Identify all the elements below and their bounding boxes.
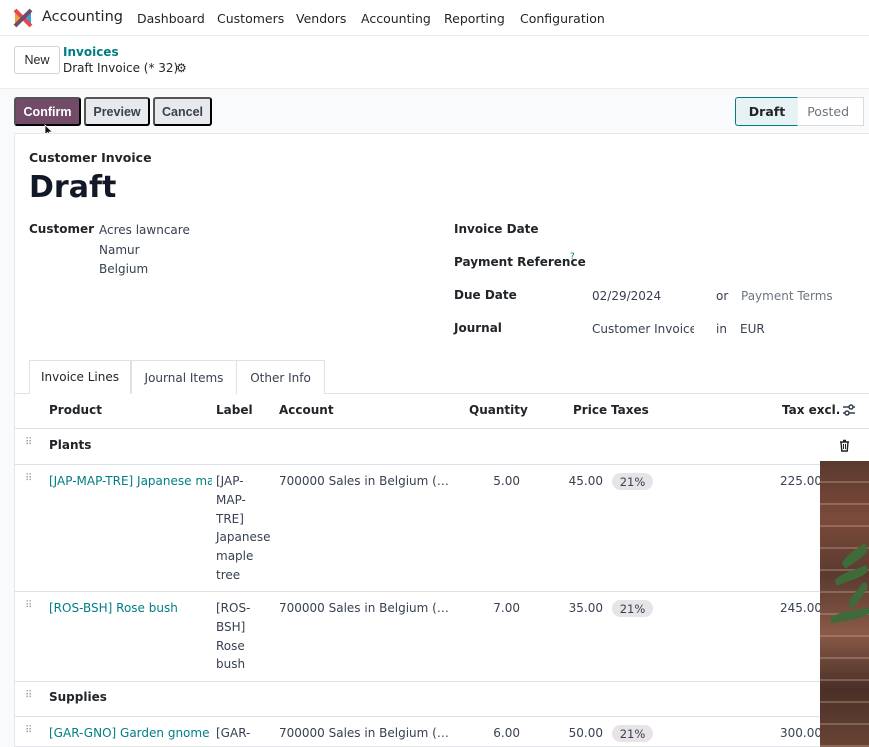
line-price[interactable]: 45.00 [568, 474, 603, 488]
section-supplies[interactable]: Supplies [49, 690, 107, 704]
in-text: in [716, 322, 727, 336]
line-label[interactable]: [ROS-BSH] Rose bush [216, 601, 251, 672]
new-button[interactable]: New [14, 46, 60, 74]
header-product[interactable]: Product [49, 403, 102, 417]
header-quantity[interactable]: Quantity [469, 403, 528, 417]
currency-input[interactable]: EUR [740, 322, 765, 336]
product-link[interactable]: [ROS-BSH] Rose bush [49, 601, 178, 615]
menu-reporting[interactable]: Reporting [444, 11, 505, 26]
drag-handle-icon[interactable]: ⠿ [25, 437, 34, 448]
line-quantity[interactable]: 6.00 [493, 726, 520, 740]
row-divider [14, 591, 869, 592]
header-taxes[interactable]: Taxes [611, 403, 649, 417]
tab-invoice-lines[interactable]: Invoice Lines [29, 360, 131, 394]
due-date-label: Due Date [454, 288, 517, 302]
journal-input[interactable]: Customer Invoices [592, 322, 694, 336]
line-account[interactable]: 700000 Sales in Belgium (… [279, 474, 449, 488]
line-subtotal: 245.00 [780, 601, 822, 615]
tab-journal-items[interactable]: Journal Items [131, 360, 237, 394]
due-date-input[interactable]: 02/29/2024 [592, 289, 662, 303]
line-subtotal: 300.00 [780, 726, 822, 740]
line-label[interactable]: [GAR- [216, 726, 251, 740]
customer-label: Customer [29, 222, 95, 236]
section-plants[interactable]: Plants [49, 438, 92, 452]
plant-leaf [829, 607, 869, 624]
tab-other-info[interactable]: Other Info [236, 360, 325, 394]
row-divider [14, 428, 869, 429]
tabs-underline [14, 393, 869, 394]
payment-terms-input[interactable]: Payment Terms [741, 289, 833, 303]
header-label[interactable]: Label [216, 403, 253, 417]
tax-badge[interactable]: 21% [612, 600, 653, 617]
line-account[interactable]: 700000 Sales in Belgium (… [279, 601, 449, 615]
app-name[interactable]: Accounting [42, 9, 123, 25]
drag-handle-icon[interactable]: ⠿ [25, 473, 34, 484]
product-link[interactable]: [GAR-GNO] Garden gnome [49, 726, 210, 740]
column-settings-icon[interactable] [842, 404, 856, 416]
status-draft[interactable]: Draft [735, 97, 798, 126]
trash-icon[interactable] [839, 439, 850, 452]
row-divider [14, 464, 869, 465]
header-account[interactable]: Account [279, 403, 334, 417]
payment-reference-label: Payment Reference [454, 255, 586, 269]
document-type: Customer Invoice [29, 150, 152, 165]
accounting-app-icon[interactable] [13, 8, 33, 28]
menu-vendors[interactable]: Vendors [296, 11, 347, 26]
status-posted[interactable]: Posted [798, 97, 864, 126]
invoice-sheet [14, 133, 869, 747]
line-price[interactable]: 35.00 [568, 601, 603, 615]
menu-customers[interactable]: Customers [217, 11, 285, 26]
row-divider [14, 681, 869, 682]
background-photo [820, 461, 869, 747]
divider [0, 88, 869, 89]
menu-accounting[interactable]: Accounting [361, 11, 431, 26]
gear-icon[interactable]: ⚙ [176, 61, 187, 75]
plant-leaf [845, 581, 869, 609]
breadcrumb-current: Draft Invoice (* 32) [63, 61, 179, 75]
line-price[interactable]: 50.00 [568, 726, 603, 740]
journal-label: Journal [454, 321, 502, 335]
customer-country: Belgium [99, 262, 149, 276]
menu-configuration[interactable]: Configuration [520, 11, 605, 26]
line-quantity[interactable]: 5.00 [493, 474, 520, 488]
row-divider [14, 716, 869, 717]
tax-badge[interactable]: 21% [612, 473, 653, 490]
header-tax-excl[interactable]: Tax excl. [782, 403, 841, 417]
customer-city: Namur [99, 243, 140, 257]
top-navbar: Accounting Dashboard Customers Vendors A… [0, 0, 869, 36]
line-subtotal: 225.00 [780, 474, 822, 488]
header-price[interactable]: Price [573, 403, 608, 417]
product-link[interactable]: [JAP-MAP-TRE] Japanese maple tree [49, 474, 212, 488]
line-quantity[interactable]: 7.00 [493, 601, 520, 615]
drag-handle-icon[interactable]: ⠿ [25, 690, 34, 701]
line-account[interactable]: 700000 Sales in Belgium (… [279, 726, 449, 740]
or-text: or [716, 289, 729, 303]
confirm-button[interactable]: Confirm [14, 97, 81, 126]
help-tooltip-icon[interactable]: ? [570, 252, 575, 262]
menu-dashboard[interactable]: Dashboard [137, 11, 205, 26]
customer-name[interactable]: Acres lawncare [99, 223, 190, 237]
drag-handle-icon[interactable]: ⠿ [25, 600, 34, 611]
preview-button[interactable]: Preview [84, 97, 150, 126]
drag-handle-icon[interactable]: ⠿ [25, 725, 34, 736]
invoice-date-label: Invoice Date [454, 222, 539, 236]
line-label[interactable]: [JAP-MAP-TRE] Japanese maple tree [216, 474, 271, 582]
invoice-title: Draft [29, 170, 117, 205]
cancel-button[interactable]: Cancel [153, 97, 212, 126]
breadcrumb-invoices[interactable]: Invoices [63, 45, 119, 59]
tax-badge[interactable]: 21% [612, 725, 653, 742]
